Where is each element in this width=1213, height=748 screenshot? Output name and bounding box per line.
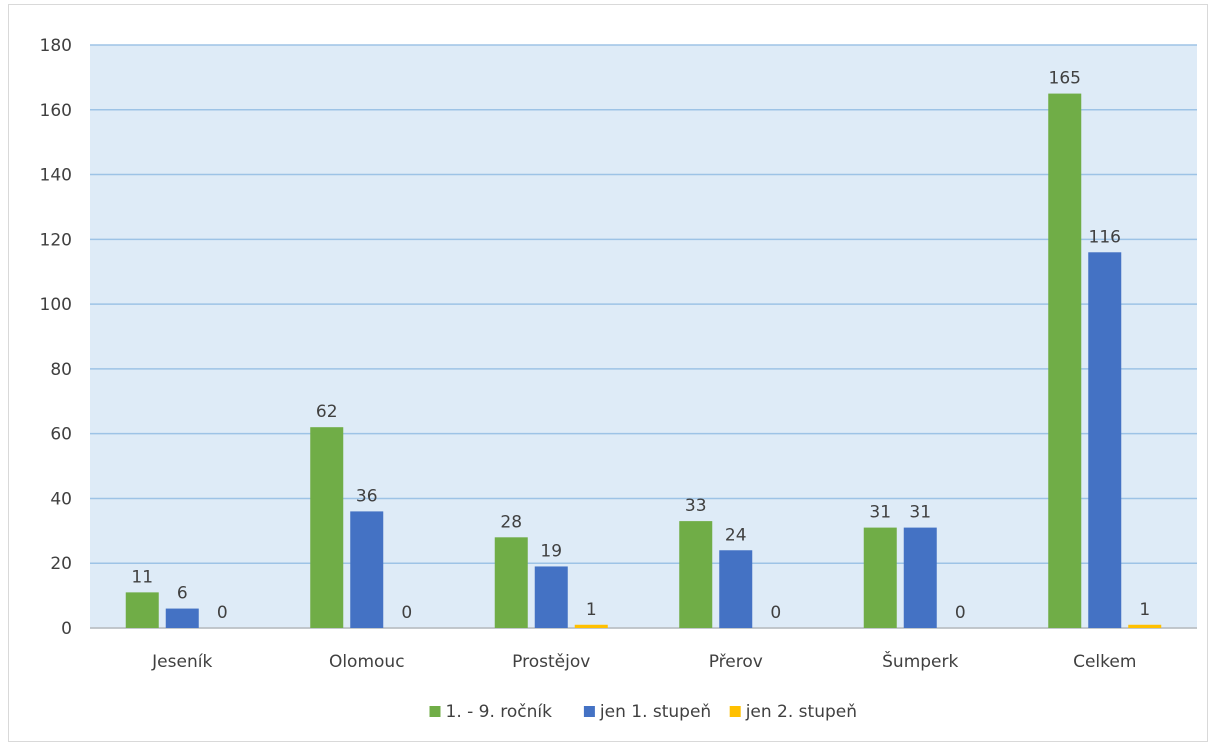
data-label: 0 <box>401 603 412 623</box>
data-label: 6 <box>177 584 188 604</box>
bar-2-6 <box>1088 252 1122 629</box>
bar-2-5 <box>903 527 937 628</box>
bar-2-4 <box>719 550 753 628</box>
legend-label: jen 1. stupeň <box>599 702 711 722</box>
y-tick-label: 40 <box>50 489 72 509</box>
bar-3-6 <box>1128 624 1162 628</box>
legend-label: jen 2. stupeň <box>745 702 857 722</box>
chart-svg: 0204060801001201401601801160Jeseník62360… <box>40 36 1197 722</box>
x-tick-label: Prostějov <box>512 652 590 672</box>
y-tick-label: 0 <box>61 619 72 639</box>
y-tick-label: 160 <box>40 101 72 121</box>
x-tick-label: Jeseník <box>151 652 212 672</box>
bar-3-3 <box>574 624 608 628</box>
data-label: 0 <box>217 603 228 623</box>
data-label: 0 <box>955 603 966 623</box>
bar-2-1 <box>165 608 199 628</box>
data-label: 165 <box>1049 69 1081 89</box>
bar-2-3 <box>534 566 568 628</box>
bar-1-5 <box>863 527 897 628</box>
data-label: 0 <box>770 603 781 623</box>
data-label: 36 <box>356 486 378 506</box>
data-label: 11 <box>131 567 153 587</box>
y-tick-label: 120 <box>40 230 72 250</box>
legend-swatch-1 <box>429 706 441 717</box>
y-tick-label: 180 <box>40 36 72 56</box>
y-tick-label: 100 <box>40 295 72 315</box>
data-label: 31 <box>869 503 891 523</box>
data-label: 31 <box>909 503 931 523</box>
x-tick-label: Celkem <box>1073 652 1136 672</box>
data-label: 1 <box>1139 600 1150 620</box>
y-tick-label: 140 <box>40 166 72 186</box>
bar-1-1 <box>125 592 159 628</box>
plot-area <box>90 45 1197 628</box>
data-label: 116 <box>1089 227 1121 247</box>
data-label: 62 <box>316 402 338 422</box>
bar-1-4 <box>679 521 713 628</box>
bar-1-2 <box>310 427 344 628</box>
x-tick-label: Olomouc <box>329 652 405 672</box>
data-label: 1 <box>586 600 597 620</box>
y-tick-label: 60 <box>50 425 72 445</box>
bar-2-2 <box>350 511 384 628</box>
data-label: 28 <box>500 512 522 532</box>
data-label: 24 <box>725 525 747 545</box>
legend-swatch-3 <box>729 706 741 717</box>
chart-frame: 0 20 40 60 80 100 120 140 160 180 11 6 0 Jeseník 62 36 0… <box>8 4 1208 742</box>
y-tick-label: 20 <box>50 554 72 574</box>
bar-1-6 <box>1048 93 1082 629</box>
x-tick-label: Přerov <box>709 652 763 672</box>
legend-swatch-2 <box>583 706 595 717</box>
y-tick-label: 80 <box>50 360 72 380</box>
legend-label: 1. - 9. ročník <box>446 702 553 722</box>
data-label: 33 <box>685 496 707 516</box>
data-label: 19 <box>540 541 562 561</box>
bar-1-3 <box>494 537 528 628</box>
x-tick-label: Šumperk <box>882 650 958 672</box>
